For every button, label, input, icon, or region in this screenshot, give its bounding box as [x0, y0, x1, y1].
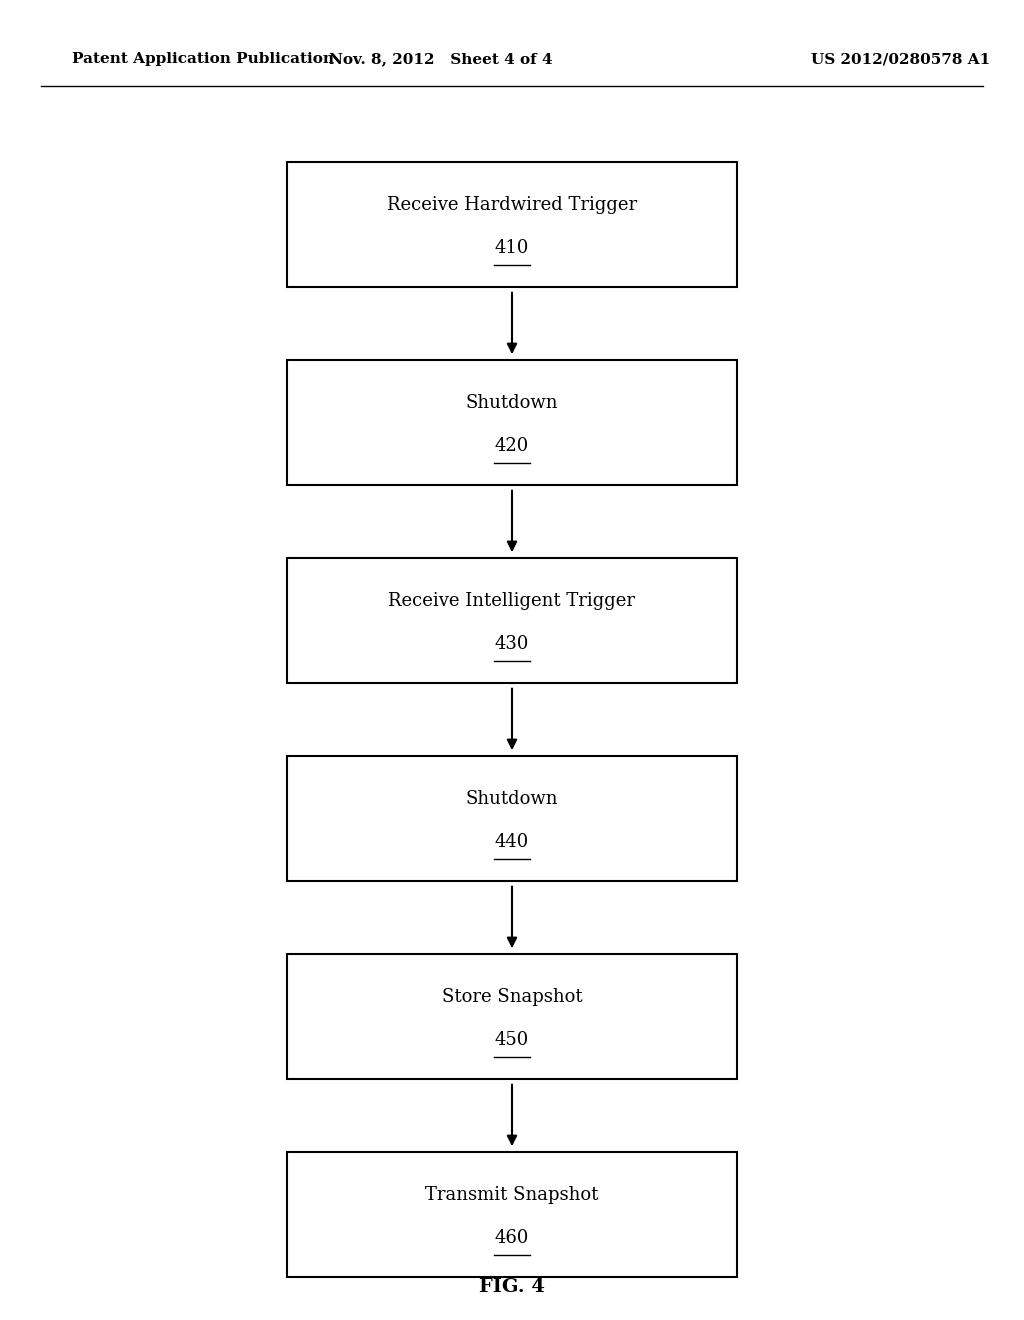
Text: 410: 410: [495, 239, 529, 257]
Text: Store Snapshot: Store Snapshot: [441, 987, 583, 1006]
FancyBboxPatch shape: [287, 1151, 737, 1278]
Text: FIG. 4: FIG. 4: [479, 1278, 545, 1296]
Text: 440: 440: [495, 833, 529, 851]
Text: Shutdown: Shutdown: [466, 393, 558, 412]
Text: Receive Intelligent Trigger: Receive Intelligent Trigger: [388, 591, 636, 610]
FancyBboxPatch shape: [287, 557, 737, 682]
Text: 450: 450: [495, 1031, 529, 1049]
Text: US 2012/0280578 A1: US 2012/0280578 A1: [811, 53, 991, 66]
Text: 420: 420: [495, 437, 529, 455]
Text: 430: 430: [495, 635, 529, 653]
Text: Transmit Snapshot: Transmit Snapshot: [425, 1185, 599, 1204]
FancyBboxPatch shape: [287, 755, 737, 882]
Text: Receive Hardwired Trigger: Receive Hardwired Trigger: [387, 195, 637, 214]
Text: Shutdown: Shutdown: [466, 789, 558, 808]
FancyBboxPatch shape: [287, 359, 737, 484]
Text: Nov. 8, 2012   Sheet 4 of 4: Nov. 8, 2012 Sheet 4 of 4: [329, 53, 552, 66]
Text: Patent Application Publication: Patent Application Publication: [72, 53, 334, 66]
FancyBboxPatch shape: [287, 162, 737, 288]
FancyBboxPatch shape: [287, 953, 737, 1080]
Text: 460: 460: [495, 1229, 529, 1247]
